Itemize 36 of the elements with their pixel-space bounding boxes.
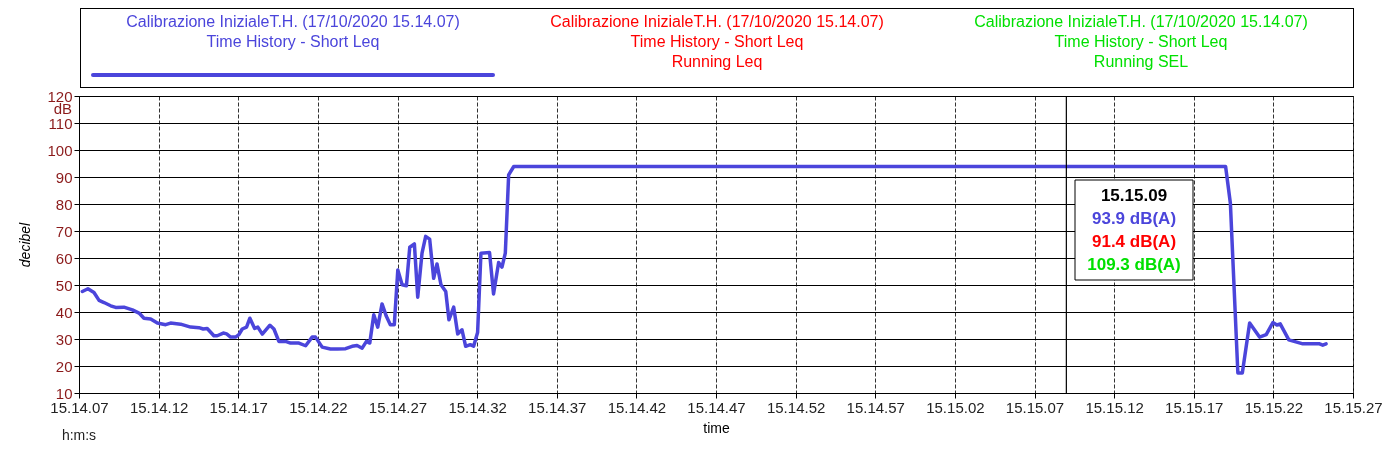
x-tick-label: 15.15.27	[1324, 398, 1383, 416]
y-tick-label: 50	[55, 276, 73, 294]
y-tick-label: 30	[55, 330, 73, 348]
x-tick-label: 15.14.22	[289, 398, 348, 416]
annotation: 93.9 dB(A)	[1091, 209, 1177, 228]
x-tick-label: 15.15.17	[1165, 398, 1224, 416]
x-tick-label: 15.14.27	[368, 398, 428, 416]
y-axis-title: decibel	[17, 221, 34, 268]
text: h:m:s	[61, 427, 97, 443]
legend-label: Calibrazione InizialeT.H. (17/10/2020 15.14.07) Time History - Short Leq Running Leq	[549, 12, 885, 72]
x-axis-title: time	[703, 419, 730, 436]
x-tick-label: 15.14.17	[209, 398, 268, 416]
annotation: 15.15.09	[1100, 186, 1168, 205]
x-tick-label: 15.14.32	[448, 398, 507, 416]
y-tick-label: 40	[55, 303, 73, 321]
x-tick-label: 15.14.37	[528, 398, 587, 416]
y-tick-label: 90	[55, 168, 73, 186]
x-tick-label: 15.14.47	[687, 398, 746, 416]
x-tick-label: 15.14.42	[607, 398, 667, 416]
y-tick-label: 110	[48, 114, 73, 132]
x-tick-label: 15.14.12	[129, 398, 189, 416]
x-tick-label: 15.15.02	[926, 398, 985, 416]
x-tick-label: 15.15.22	[1244, 398, 1304, 416]
x-tick-label: 15.15.07	[1005, 398, 1065, 416]
x-tick-label: 15.15.12	[1085, 398, 1144, 416]
y-tick-label: 60	[55, 249, 73, 267]
annotation: 109.3 dB(A)	[1087, 255, 1181, 274]
text: Calibrazione InizialeT.H. (17/10/2020 15.14.07) Time History - Short Leq	[125, 12, 461, 52]
y-tick-label: 70	[55, 222, 73, 240]
x-tick-label: 15.14.57	[846, 398, 905, 416]
y-tick-label: 20	[55, 357, 73, 375]
y-tick-label: 80	[55, 195, 73, 213]
y-tick-label: 100	[47, 141, 73, 159]
annotation: 91.4 dB(A)	[1091, 232, 1177, 251]
legend-label: Calibrazione InizialeT.H. (17/10/2020 15.14.07) Time History - Short Leq Running SEL	[973, 12, 1309, 72]
x-tick-label: 15.14.52	[766, 398, 826, 416]
